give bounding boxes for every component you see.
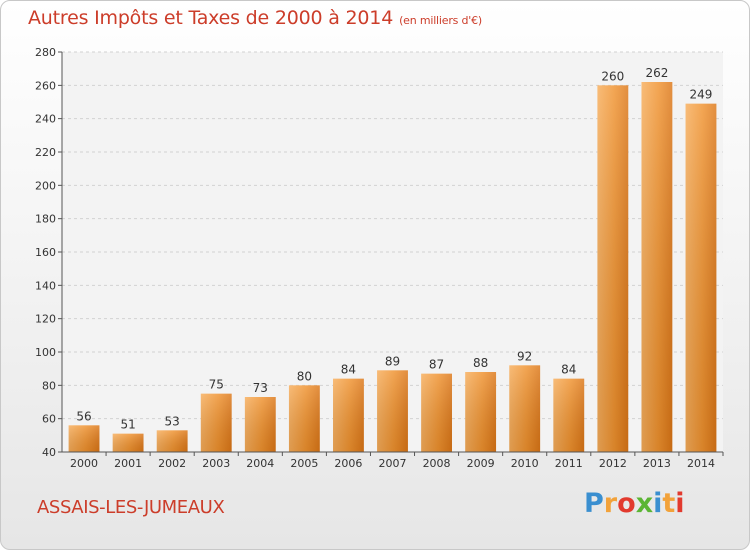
data-label: 89 [385, 354, 400, 368]
logo-letter: i [675, 488, 685, 519]
y-tick-label: 160 [35, 246, 56, 259]
bar-shade [200, 393, 232, 452]
x-tick-label: 2008 [423, 457, 451, 470]
x-tick-label: 2004 [246, 457, 274, 470]
bar-shade [685, 103, 717, 453]
x-tick-label: 2006 [334, 457, 362, 470]
data-label: 262 [645, 66, 668, 80]
x-tick-label: 2012 [599, 457, 627, 470]
y-tick-label: 40 [42, 446, 56, 459]
bar-shade [288, 385, 320, 452]
x-tick-label: 2002 [158, 457, 186, 470]
data-label: 84 [561, 363, 576, 377]
data-label: 73 [253, 381, 268, 395]
data-label: 249 [690, 88, 713, 102]
bar-shade [156, 430, 188, 452]
commune-name: ASSAIS-LES-JUMEAUX [37, 497, 225, 518]
bar-shade [421, 373, 452, 452]
y-tick-label: 200 [35, 179, 56, 192]
logo-letter: o [617, 488, 636, 519]
y-tick-label: 140 [35, 279, 56, 292]
data-label: 84 [341, 363, 356, 377]
data-label: 88 [473, 356, 488, 370]
y-tick-label: 220 [35, 146, 56, 159]
bar-shade [553, 378, 585, 452]
x-tick-label: 2005 [290, 457, 318, 470]
logo-letter: t [662, 488, 676, 519]
x-tick-label: 2010 [511, 457, 539, 470]
bar-shade [244, 397, 276, 452]
bar-shade [377, 370, 408, 452]
proxiti-logo: Proxiti [584, 488, 685, 519]
logo-letter: P [584, 488, 604, 519]
x-tick-label: 2011 [555, 457, 583, 470]
data-label: 75 [209, 378, 224, 392]
bar-shade [333, 378, 364, 452]
bar-shade [68, 425, 100, 452]
data-label: 92 [517, 349, 532, 363]
chart-title: Autres Impôts et Taxes de 2000 à 2014 (en… [28, 7, 482, 29]
y-tick-label: 120 [35, 313, 56, 326]
x-tick-label: 2001 [114, 457, 142, 470]
bar-shade [465, 372, 497, 452]
data-label: 87 [429, 358, 444, 372]
bar-shade [112, 433, 144, 452]
data-labels: 56 51 53 75 73 80 84 89 87 88 92 84 260 262 249 [76, 66, 712, 432]
x-tick-label: 2003 [202, 457, 230, 470]
data-label: 260 [601, 69, 624, 83]
y-tick-label: 180 [35, 213, 56, 226]
chart-subtitle: (en milliers d'€) [399, 14, 482, 27]
data-label: 56 [76, 409, 91, 423]
data-label: 53 [165, 414, 180, 428]
y-axis: 40 60 80 100 120 140 160 180 200 220 240 260 280 [35, 46, 63, 459]
y-tick-label: 260 [35, 79, 56, 92]
data-label: 51 [120, 418, 135, 432]
x-tick-label: 2000 [70, 457, 98, 470]
y-tick-label: 280 [35, 46, 56, 59]
bars [68, 82, 717, 453]
bar-shade [597, 85, 629, 452]
x-tick-label: 2007 [379, 457, 407, 470]
y-tick-label: 100 [35, 346, 56, 359]
bar-shade [509, 365, 541, 452]
x-tick-label: 2009 [467, 457, 495, 470]
y-tick-label: 80 [42, 379, 56, 392]
logo-letter: i [653, 488, 663, 519]
data-label: 80 [297, 369, 312, 383]
x-tick-label: 2013 [643, 457, 671, 470]
bar-shade [641, 82, 673, 452]
chart-title-text: Autres Impôts et Taxes de 2000 à 2014 [28, 7, 394, 29]
y-tick-label: 60 [42, 413, 56, 426]
logo-letter: r [603, 488, 618, 519]
logo-letter: x [635, 488, 654, 519]
x-tick-label: 2014 [687, 457, 715, 470]
x-axis: 2000 2001 2002 2003 2004 2005 2006 2007 2008 2009… [62, 451, 724, 470]
grid-lines [62, 51, 723, 453]
y-tick-label: 240 [35, 113, 56, 126]
